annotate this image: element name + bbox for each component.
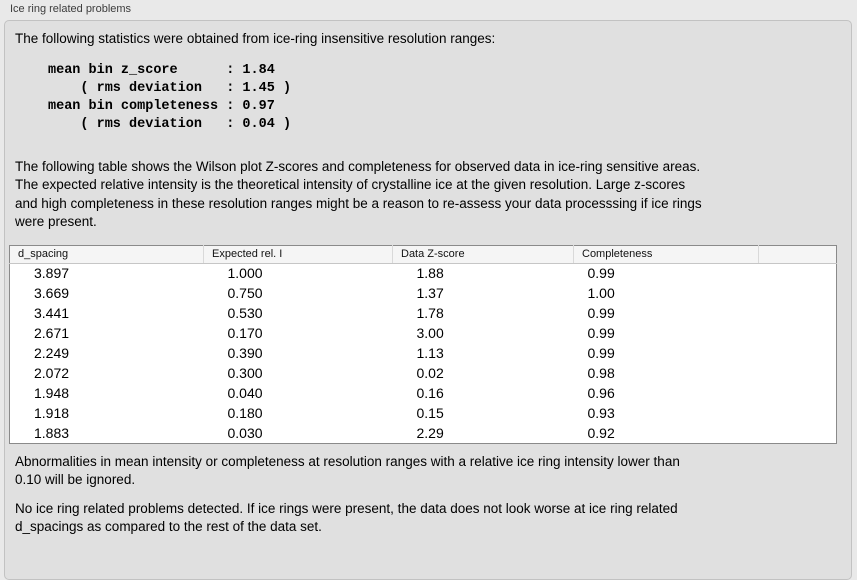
table-cell: 0.300	[227, 365, 263, 381]
table-row[interactable]: 1.948 0.040 0.16 0.96	[10, 383, 837, 403]
table-cell: 1.000	[227, 265, 263, 282]
table-row[interactable]: 2.072 0.300 0.02 0.98	[10, 363, 837, 383]
footnote-text: Abnormalities in mean intensity or compl…	[15, 453, 680, 488]
table-row[interactable]: 3.669 0.750 1.37 1.00	[10, 283, 837, 303]
table-row[interactable]: 3.897 1.000 1.88 0.99	[10, 263, 837, 283]
table-cell: 1.948	[34, 385, 70, 401]
table-cell: 2.29	[416, 424, 444, 441]
table-row[interactable]: 1.883 0.030 2.29 0.92	[10, 423, 837, 443]
table-cell: 0.96	[587, 385, 615, 401]
table-cell	[759, 323, 837, 343]
table-cell: 1.00	[587, 285, 615, 301]
table-cell	[759, 423, 837, 443]
table-cell	[759, 363, 837, 383]
table-cell	[759, 343, 837, 363]
col-header-data-z-score[interactable]: Data Z-score	[392, 245, 574, 264]
col-header-d-spacing[interactable]: d_spacing	[9, 245, 204, 264]
table-cell: 0.93	[587, 405, 615, 421]
table-cell: 0.15	[416, 405, 444, 421]
table-cell: 1.37	[416, 285, 444, 301]
col-header-completeness[interactable]: Completeness	[573, 245, 759, 264]
intro-text: The following statistics were obtained f…	[15, 31, 496, 46]
table-cell: 3.897	[34, 265, 70, 282]
table-cell: 0.170	[227, 325, 263, 341]
description-text: The following table shows the Wilson plo…	[15, 158, 702, 230]
table-row[interactable]: 1.918 0.180 0.15 0.93	[10, 403, 837, 423]
ice-ring-panel: The following statistics were obtained f…	[4, 20, 852, 580]
table-row[interactable]: 2.671 0.170 3.00 0.99	[10, 323, 837, 343]
table-cell	[759, 283, 837, 303]
table-cell: 0.040	[227, 385, 263, 401]
table-cell: 1.88	[416, 265, 444, 282]
table-row[interactable]: 2.249 0.390 1.13 0.99	[10, 343, 837, 363]
table-cell: 1.883	[34, 424, 70, 441]
table-cell: 0.750	[227, 285, 263, 301]
panel-title: Ice ring related problems	[10, 3, 132, 15]
table-cell	[759, 263, 837, 283]
table-cell: 0.16	[416, 385, 444, 401]
conclusion-text: No ice ring related problems detected. I…	[15, 500, 678, 535]
table-cell: 3.00	[416, 325, 444, 341]
table-cell: 0.99	[587, 265, 615, 282]
table-cell: 0.530	[227, 305, 263, 321]
table-row[interactable]: 3.441 0.530 1.78 0.99	[10, 303, 837, 323]
col-header-empty	[758, 245, 837, 264]
table-cell: 2.671	[34, 325, 70, 341]
col-header-expected-rel-i[interactable]: Expected rel. I	[203, 245, 393, 264]
table-body: 3.897 1.000 1.88 0.99 3.669 0.750 1.37 1.00 3.44…	[10, 263, 837, 443]
table-cell: 1.13	[416, 345, 444, 361]
table-cell: 0.030	[227, 424, 263, 441]
table-cell: 0.99	[587, 325, 615, 341]
table-cell: 3.669	[34, 285, 70, 301]
table-header: d_spacing Expected rel. I Data Z-score C…	[9, 245, 837, 264]
table-cell: 3.441	[34, 305, 70, 321]
table-cell: 2.249	[34, 345, 70, 361]
table-cell: 0.390	[227, 345, 263, 361]
table-cell	[759, 403, 837, 423]
ice-ring-table: d_spacing Expected rel. I Data Z-score C…	[9, 244, 837, 444]
table-cell: 0.99	[587, 305, 615, 321]
table-cell	[759, 383, 837, 403]
stats-readout: mean bin z_score : 1.84 ( rms deviation …	[48, 62, 292, 132]
table-cell: 1.78	[416, 305, 444, 321]
table-cell: 0.180	[227, 405, 263, 421]
table-cell: 1.918	[34, 405, 70, 421]
table-cell: 2.072	[34, 365, 70, 381]
table-cell: 0.99	[587, 345, 615, 361]
table-cell	[759, 303, 837, 323]
table-cell: 0.92	[587, 424, 615, 441]
table-cell: 0.02	[416, 365, 444, 381]
table-cell: 0.98	[587, 365, 615, 381]
